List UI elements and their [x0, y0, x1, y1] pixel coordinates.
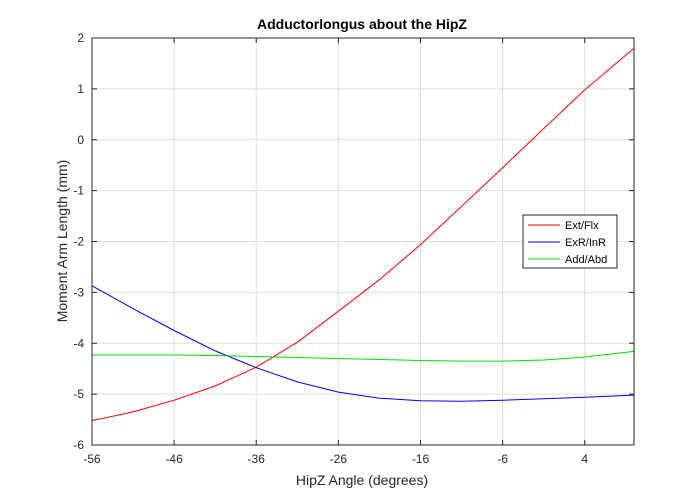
x-tick-label: -6: [497, 452, 508, 466]
x-axis-label: HipZ Angle (degrees): [296, 472, 428, 488]
legend-label: Ext/Flx: [565, 220, 599, 232]
tick-marks: [91, 37, 634, 446]
y-tick-label: -3: [73, 285, 84, 299]
y-tick-label: 0: [77, 133, 84, 147]
y-tick-label: -4: [73, 336, 84, 350]
series-line: [92, 350, 635, 362]
x-tick-label: -16: [412, 452, 430, 466]
series-line: [91, 285, 635, 402]
y-axis-label: Moment Arm Length (mm): [54, 160, 70, 323]
chart-title: Adductorlongus about the HipZ: [257, 16, 467, 32]
x-tick-label: -56: [83, 452, 101, 466]
y-tick-label: -5: [73, 387, 84, 401]
y-tick-label: 1: [77, 82, 84, 96]
legend-entries: Ext/Flx ExR/InR Add/Abd: [528, 220, 607, 266]
x-tick-label: 4: [581, 452, 588, 466]
y-tick-labels: 2 1 0 -1 -2 -3 -4 -5 -6: [73, 31, 84, 452]
legend: Ext/Flx ExR/InR Add/Abd: [522, 214, 618, 269]
legend-label: Add/Abd: [565, 254, 607, 266]
y-tick-label: -2: [73, 235, 84, 249]
y-tick-label: -1: [73, 184, 84, 198]
x-tick-label: -46: [165, 452, 183, 466]
x-tick-label: -26: [330, 452, 348, 466]
x-tick-label: -36: [248, 452, 266, 466]
y-tick-label: -6: [73, 438, 84, 452]
x-tick-labels: -56 -46 -36 -26 -16 -6 4: [83, 452, 588, 466]
series-lines: [91, 47, 635, 422]
y-tick-label: 2: [77, 31, 84, 45]
legend-label: ExR/InR: [565, 237, 606, 249]
series-line: [91, 47, 635, 422]
